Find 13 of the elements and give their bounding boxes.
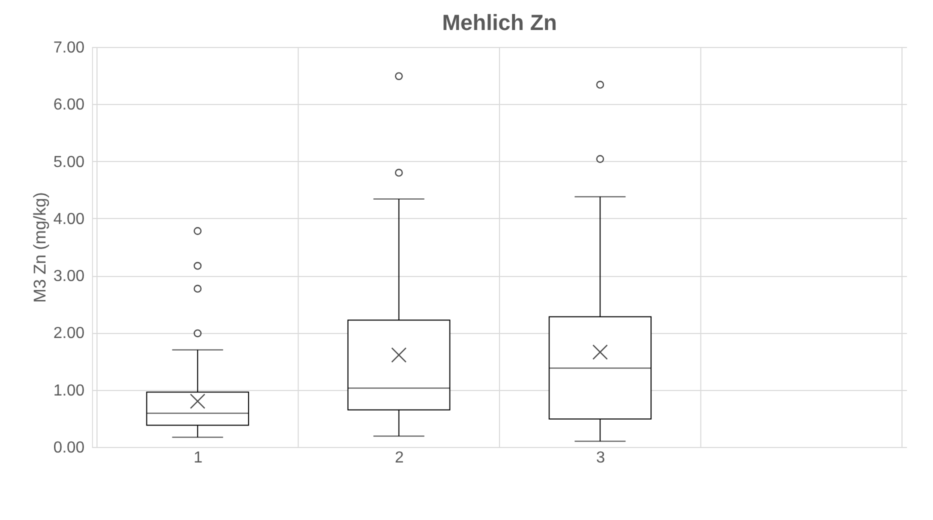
y-tick-label: 0.00 (53, 440, 85, 456)
y-axis-title: M3 Zn (mg/kg) (30, 192, 50, 303)
y-tick-label: 6.00 (53, 96, 85, 114)
y-tick-label: 3.00 (53, 268, 85, 286)
y-tick-label: 4.00 (53, 210, 85, 228)
y-tick-label: 7.00 (53, 40, 85, 56)
x-tick-label: 3 (596, 450, 606, 466)
chart-title: Mehlich Zn (442, 10, 557, 35)
x-tick-label: 1 (194, 450, 203, 466)
y-tick-label: 5.00 (53, 154, 85, 171)
y-tick-label: 2.00 (53, 325, 85, 342)
y-tick-label: 1.00 (53, 382, 85, 400)
x-tick-label: 2 (394, 450, 404, 466)
